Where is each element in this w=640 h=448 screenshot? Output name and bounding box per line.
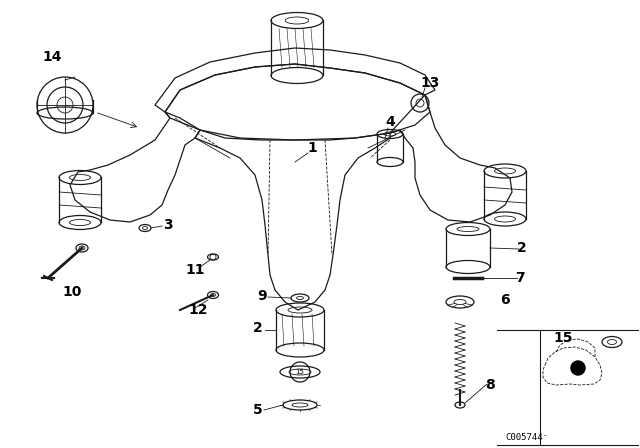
Text: 9: 9: [257, 289, 267, 303]
Text: 15: 15: [553, 331, 573, 345]
Text: 8: 8: [485, 378, 495, 392]
Circle shape: [571, 361, 585, 375]
Text: 13: 13: [420, 76, 440, 90]
Text: 10: 10: [62, 285, 82, 299]
Text: 1: 1: [307, 141, 317, 155]
Text: 14: 14: [42, 50, 61, 64]
Text: 2: 2: [517, 241, 527, 255]
Text: 6: 6: [500, 293, 510, 307]
Text: 11: 11: [185, 263, 205, 277]
Text: 3: 3: [163, 218, 173, 232]
Text: 2: 2: [253, 321, 263, 335]
Text: 7: 7: [515, 271, 525, 285]
Text: C005744⁻: C005744⁻: [505, 434, 548, 443]
Text: 5: 5: [253, 403, 263, 417]
Text: 15: 15: [296, 369, 305, 375]
Text: 12: 12: [188, 303, 208, 317]
Text: 4: 4: [385, 115, 395, 129]
